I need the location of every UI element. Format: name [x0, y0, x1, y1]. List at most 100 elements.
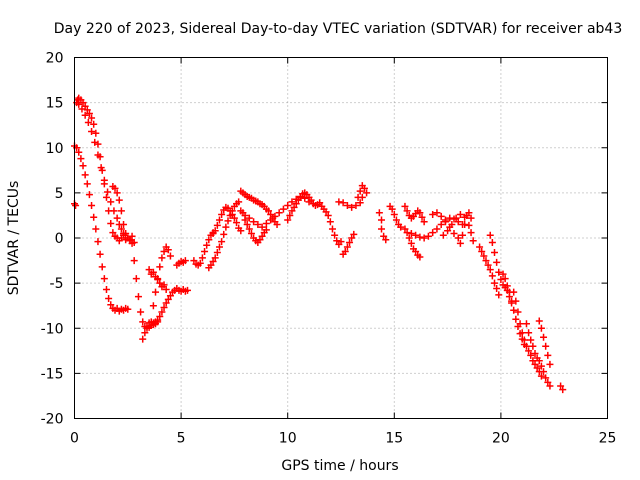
data-point — [100, 176, 108, 184]
data-point — [522, 342, 530, 350]
data-point — [437, 212, 445, 220]
data-point — [416, 253, 424, 261]
series-N — [241, 216, 270, 247]
data-point — [292, 200, 300, 208]
data-point — [88, 114, 96, 122]
data-point — [122, 229, 130, 237]
x-tick-label: 5 — [177, 431, 186, 447]
data-point — [130, 239, 138, 247]
data-point — [540, 368, 548, 376]
data-point — [476, 243, 484, 251]
data-point — [403, 229, 411, 237]
data-point — [284, 202, 292, 210]
data-point — [284, 216, 292, 224]
data-point — [444, 227, 452, 235]
data-point — [156, 279, 164, 287]
data-point — [160, 281, 168, 289]
data-point — [322, 208, 330, 216]
data-point — [518, 329, 526, 337]
series-AE — [510, 288, 545, 380]
data-point — [273, 220, 281, 228]
data-point — [412, 231, 420, 239]
y-tick-label: 10 — [46, 141, 64, 157]
series-S — [339, 230, 358, 258]
data-point — [250, 218, 258, 226]
data-point — [491, 279, 499, 287]
data-point — [265, 207, 273, 215]
data-point — [454, 218, 462, 226]
data-point — [128, 232, 136, 240]
data-point — [90, 213, 98, 221]
data-point — [262, 220, 270, 228]
data-point — [286, 211, 294, 219]
series-U — [375, 209, 390, 244]
data-point — [465, 221, 473, 229]
data-point — [258, 223, 266, 231]
data-point — [279, 205, 287, 213]
data-point — [324, 211, 332, 219]
data-point — [218, 238, 226, 246]
data-point — [110, 207, 118, 215]
data-point — [275, 209, 283, 217]
data-point — [527, 351, 535, 359]
data-point — [495, 268, 503, 276]
data-point — [450, 229, 458, 237]
y-tick-label: -20 — [41, 412, 64, 428]
data-point — [158, 308, 166, 316]
data-point — [469, 237, 477, 245]
data-point — [294, 196, 302, 204]
x-tick-label: 0 — [70, 431, 79, 447]
data-point — [439, 231, 447, 239]
data-point — [88, 128, 96, 136]
data-point — [228, 211, 236, 219]
data-point — [190, 257, 198, 265]
data-point — [331, 231, 339, 239]
series-V — [386, 202, 405, 231]
data-point — [356, 187, 364, 195]
data-point — [75, 100, 83, 108]
data-point — [529, 342, 537, 350]
data-point — [537, 362, 545, 370]
y-tick-label: -15 — [41, 366, 64, 382]
y-tick-label: -5 — [50, 276, 64, 292]
data-point — [145, 266, 153, 274]
data-point — [72, 202, 80, 210]
data-point — [166, 252, 174, 260]
data-point — [341, 248, 349, 256]
data-point — [401, 202, 409, 210]
x-tick-labels: 0 5 10 15 20 25 — [70, 431, 616, 447]
data-point — [335, 198, 343, 206]
data-point — [456, 211, 464, 219]
data-point — [307, 196, 315, 204]
data-point — [499, 270, 507, 278]
data-point — [467, 214, 475, 222]
data-point — [454, 234, 462, 242]
data-point — [97, 164, 105, 172]
data-point — [486, 231, 494, 239]
data-point — [441, 218, 449, 226]
data-point — [437, 220, 445, 228]
data-point — [501, 275, 509, 283]
data-point — [196, 259, 204, 267]
y-tick-labels: -20 -15 -10 -5 0 5 10 15 20 — [41, 51, 64, 428]
data-point — [459, 231, 467, 239]
data-point — [429, 229, 437, 237]
data-point — [164, 295, 172, 303]
series-Q — [318, 202, 345, 248]
data-point — [85, 191, 93, 199]
data-point — [183, 286, 191, 294]
data-point — [397, 223, 405, 231]
data-point — [100, 275, 108, 283]
data-point — [211, 227, 219, 235]
data-point — [316, 199, 324, 207]
data-point — [407, 229, 415, 237]
series-AB — [476, 243, 503, 299]
data-point — [525, 329, 533, 337]
series-D — [109, 183, 138, 247]
data-point — [488, 272, 496, 280]
y-tick-label: 0 — [55, 231, 64, 247]
data-point — [230, 214, 238, 222]
series-M — [237, 187, 281, 228]
data-point — [531, 350, 539, 358]
data-point — [482, 257, 490, 265]
